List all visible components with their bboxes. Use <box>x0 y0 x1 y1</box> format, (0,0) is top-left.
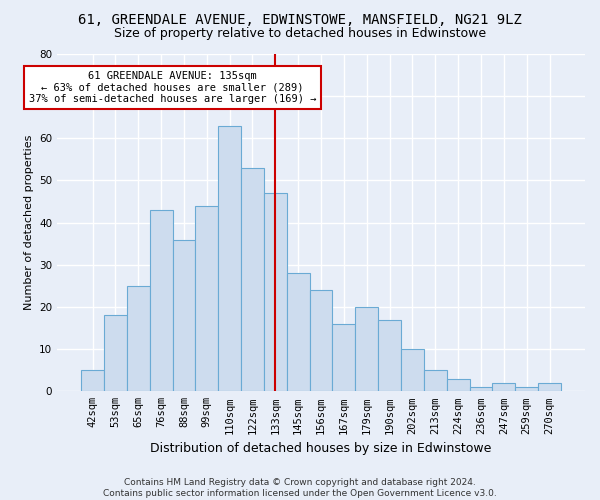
Bar <box>332 324 355 392</box>
Bar <box>287 273 310 392</box>
Bar <box>515 387 538 392</box>
Bar <box>424 370 447 392</box>
Bar <box>149 210 173 392</box>
Bar <box>218 126 241 392</box>
Bar <box>538 383 561 392</box>
Bar <box>447 378 470 392</box>
Bar <box>173 240 196 392</box>
Bar <box>264 193 287 392</box>
Bar <box>81 370 104 392</box>
Bar <box>401 349 424 392</box>
Text: Contains HM Land Registry data © Crown copyright and database right 2024.
Contai: Contains HM Land Registry data © Crown c… <box>103 478 497 498</box>
Bar <box>127 286 149 392</box>
Bar <box>470 387 493 392</box>
Bar <box>104 316 127 392</box>
X-axis label: Distribution of detached houses by size in Edwinstowe: Distribution of detached houses by size … <box>151 442 492 455</box>
Bar <box>310 290 332 392</box>
Text: 61 GREENDALE AVENUE: 135sqm
← 63% of detached houses are smaller (289)
37% of se: 61 GREENDALE AVENUE: 135sqm ← 63% of det… <box>29 71 316 104</box>
Bar <box>378 320 401 392</box>
Bar <box>355 307 378 392</box>
Bar <box>493 383 515 392</box>
Text: Size of property relative to detached houses in Edwinstowe: Size of property relative to detached ho… <box>114 28 486 40</box>
Bar <box>241 168 264 392</box>
Y-axis label: Number of detached properties: Number of detached properties <box>23 135 34 310</box>
Text: 61, GREENDALE AVENUE, EDWINSTOWE, MANSFIELD, NG21 9LZ: 61, GREENDALE AVENUE, EDWINSTOWE, MANSFI… <box>78 12 522 26</box>
Bar <box>196 206 218 392</box>
